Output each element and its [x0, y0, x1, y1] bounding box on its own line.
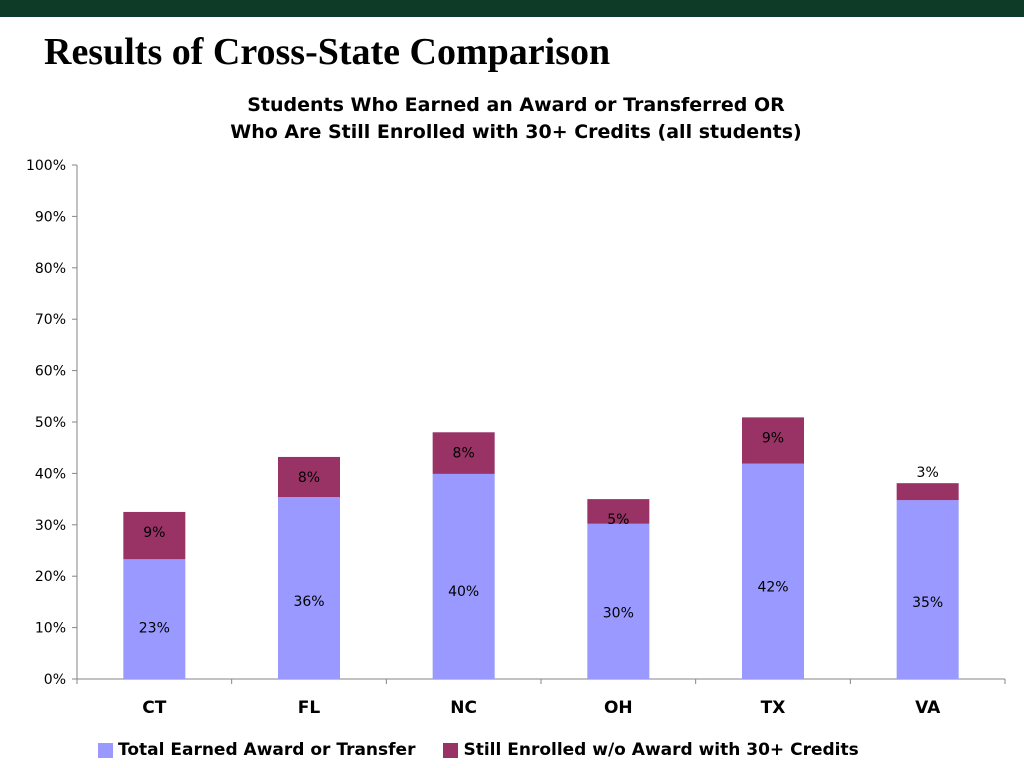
bar-ct-series-0 [123, 559, 186, 679]
y-tick-label: 90% [35, 209, 66, 225]
chart-legend: Total Earned Award or Transfer Still Enr… [98, 738, 887, 762]
bar-tx-series-0 [742, 463, 804, 679]
x-category-label-tx: TX [761, 698, 786, 718]
x-category-label-ct: CT [142, 698, 166, 718]
legend-label-still-enrolled: Still Enrolled w/o Award with 30+ Credit… [463, 740, 859, 760]
data-label-tx-series-0: 42% [757, 579, 788, 595]
data-label-oh-series-1: 5% [607, 512, 629, 528]
slide-title: Results of Cross-State Comparison [44, 31, 611, 73]
data-label-nc-series-0: 40% [448, 584, 479, 600]
bar-fl-series-0 [278, 497, 340, 679]
bar-ct-series-1 [123, 511, 186, 560]
x-category-label-va: VA [915, 698, 941, 718]
data-label-va-series-0: 35% [912, 595, 943, 611]
legend-item-total-earned: Total Earned Award or Transfer [98, 740, 415, 760]
data-label-fl-series-0: 36% [293, 594, 324, 610]
y-tick-label: 60% [35, 364, 66, 380]
data-label-ct-series-0: 23% [139, 621, 170, 637]
data-label-nc-series-1: 8% [453, 445, 475, 461]
bar-oh-series-0 [587, 523, 650, 679]
data-label-tx-series-1: 9% [762, 430, 784, 446]
legend-item-still-enrolled: Still Enrolled w/o Award with 30+ Credit… [443, 740, 859, 760]
x-category-label-nc: NC [450, 698, 477, 718]
y-tick-label: 20% [35, 569, 66, 585]
y-tick-label: 10% [35, 621, 66, 637]
y-tick-label: 50% [35, 415, 66, 431]
bar-tx-series-1 [742, 417, 804, 464]
header-bar [0, 0, 1024, 17]
legend-swatch-total-earned [98, 742, 113, 758]
y-tick-label: 70% [35, 312, 66, 328]
data-label-va-series-1: 3% [917, 465, 939, 481]
bar-nc-series-1 [432, 432, 495, 474]
legend-label-total-earned: Total Earned Award or Transfer [118, 740, 416, 760]
chart-title-line-1: Students Who Earned an Award or Transfer… [247, 94, 785, 116]
chart-title: Students Who Earned an Award or Transfer… [116, 92, 916, 146]
data-label-oh-series-0: 30% [603, 605, 634, 621]
bar-va-series-0 [896, 500, 959, 679]
y-tick-label: 0% [44, 672, 66, 688]
y-tick-label: 30% [35, 518, 66, 534]
bar-fl-series-1 [278, 456, 340, 498]
data-label-ct-series-1: 9% [143, 525, 165, 541]
y-tick-label: 100% [26, 158, 66, 174]
bar-nc-series-0 [432, 473, 495, 679]
legend-swatch-still-enrolled [443, 742, 459, 758]
x-category-label-oh: OH [604, 698, 633, 718]
x-category-label-fl: FL [298, 698, 321, 718]
y-tick-label: 40% [35, 466, 66, 482]
y-tick-label: 80% [35, 261, 66, 277]
data-label-fl-series-1: 8% [298, 470, 320, 486]
chart-title-line-2: Who Are Still Enrolled with 30+ Credits … [230, 121, 802, 143]
bar-va-series-1 [896, 483, 959, 501]
bar-oh-series-1 [587, 499, 650, 524]
